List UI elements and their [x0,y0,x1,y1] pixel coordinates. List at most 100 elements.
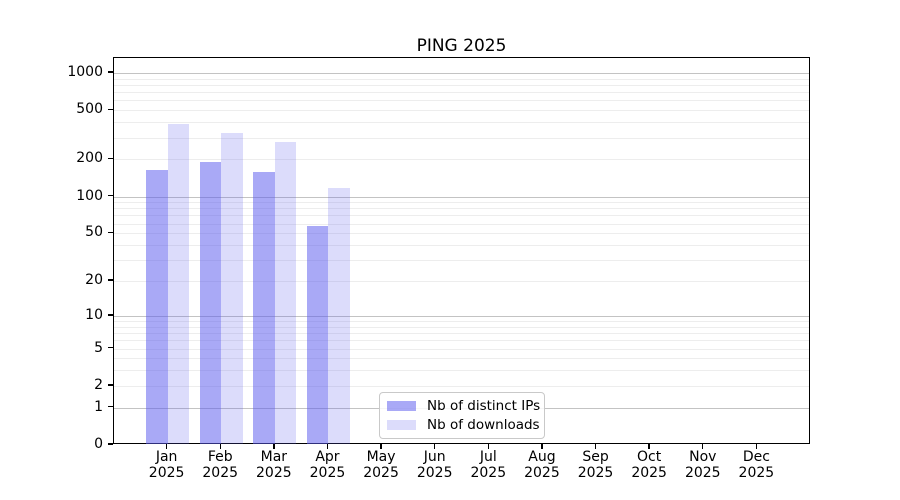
x-axis-tick-label: May 2025 [353,449,409,481]
gridline-minor [114,233,809,235]
y-tick-mark [108,231,113,233]
y-axis-tick-label: 2 [94,376,103,393]
x-tick-year: 2025 [524,464,560,481]
bar-distinct-ips-jan [146,170,168,444]
bar-downloads-mar [274,141,297,444]
legend-swatch-distinct-ips [387,401,416,412]
legend-swatch-downloads [387,419,416,430]
x-axis-tick-label: Jul 2025 [460,449,516,481]
x-tick-month: Jul [479,449,497,465]
legend-label-downloads: Nb of downloads [427,416,540,433]
x-axis-tick-label: Nov 2025 [675,449,731,481]
y-axis-tick-label: 1 [94,398,103,415]
x-tick-year: 2025 [309,464,346,481]
y-tick-mark [108,108,113,110]
gridline-major [114,315,809,317]
y-axis-tick-label: 0 [94,436,103,452]
bar-downloads-apr [328,188,350,444]
x-tick-month: Aug [528,449,556,465]
gridline-minor [114,223,809,225]
x-tick-month: Jun [423,449,446,465]
gridline-minor [114,385,809,387]
x-tick-mark [219,444,221,449]
gridline-minor [114,215,809,217]
y-axis-tick-label: 200 [76,150,103,167]
x-tick-year: 2025 [256,464,292,481]
y-tick-mark [108,346,113,349]
x-tick-month: Oct [637,449,662,465]
gridline-minor [114,208,809,210]
x-tick-year: 2025 [738,464,775,481]
y-axis-tick-label: 1000 [67,64,103,81]
gridline-minor [114,321,809,323]
y-tick-mark [108,314,113,316]
x-tick-month: Sep [582,449,609,465]
gridline-minor [114,326,809,328]
x-tick-month: Jan [155,449,178,465]
bar-distinct-ips-mar [253,172,275,444]
x-tick-year: 2025 [148,464,185,481]
x-axis-tick-label: Jun 2025 [407,449,463,481]
x-tick-mark [273,444,275,449]
bar-distinct-ips-apr [306,226,329,444]
x-tick-month: Mar [260,449,288,465]
x-axis-tick-label: Jan 2025 [139,449,195,481]
bar-downloads-feb [221,132,243,444]
x-tick-month: May [366,449,396,465]
x-tick-year: 2025 [631,464,667,481]
x-tick-mark [702,444,704,449]
x-tick-mark [648,444,650,449]
y-axis-tick-label: 10 [85,306,103,323]
x-tick-mark [594,444,597,449]
x-axis-tick-label: Oct 2025 [621,449,677,481]
chart-title: PING 2025 [416,36,507,56]
gridline-minor [114,348,809,350]
x-axis-tick-label: Feb 2025 [192,449,248,481]
gridline-minor [114,333,809,335]
gridline-minor [114,260,809,262]
x-tick-year: 2025 [577,464,614,481]
gridline-minor [114,370,809,372]
x-tick-mark [326,444,329,449]
gridline-minor [114,137,809,139]
legend-item-downloads: Nb of downloads [387,416,540,433]
plot-area [113,57,810,444]
y-axis-tick-label: 500 [76,101,103,118]
x-tick-month: Feb [207,449,233,465]
y-tick-mark [108,443,113,445]
x-axis-tick-label: Sep 2025 [568,449,624,481]
x-tick-mark [541,444,543,449]
gridline-minor [114,78,809,80]
gridline-minor [114,92,809,94]
x-tick-year: 2025 [363,464,399,481]
x-tick-mark [433,444,436,449]
gridline-minor [114,340,809,342]
x-tick-mark [487,444,489,449]
y-tick-mark [108,279,113,281]
x-tick-month: Apr [315,449,340,465]
x-tick-year: 2025 [416,464,453,481]
y-tick-mark [108,71,113,73]
y-tick-mark [108,405,113,408]
legend-label-distinct-ips: Nb of distinct IPs [427,398,541,415]
legend-item-distinct-ips: Nb of distinct IPs [387,398,541,415]
x-tick-month: Nov [689,449,717,465]
gridline-minor [114,245,809,247]
bar-distinct-ips-feb [199,161,222,444]
x-tick-year: 2025 [684,464,721,481]
y-axis-tick-label: 50 [85,224,103,241]
x-tick-year: 2025 [202,464,239,481]
x-tick-mark [755,444,758,449]
gridline-major [114,73,809,75]
x-axis-tick-label: Aug 2025 [514,449,570,481]
gridline-major [114,196,809,198]
y-axis-tick-label: 20 [85,272,103,289]
x-tick-mark [165,444,168,449]
gridline-minor [114,122,809,124]
gridline-minor [114,281,809,283]
y-axis-tick-label: 5 [94,339,103,356]
y-tick-mark [108,384,113,386]
bar-downloads-jan [167,123,190,444]
gridline-minor [114,110,809,112]
